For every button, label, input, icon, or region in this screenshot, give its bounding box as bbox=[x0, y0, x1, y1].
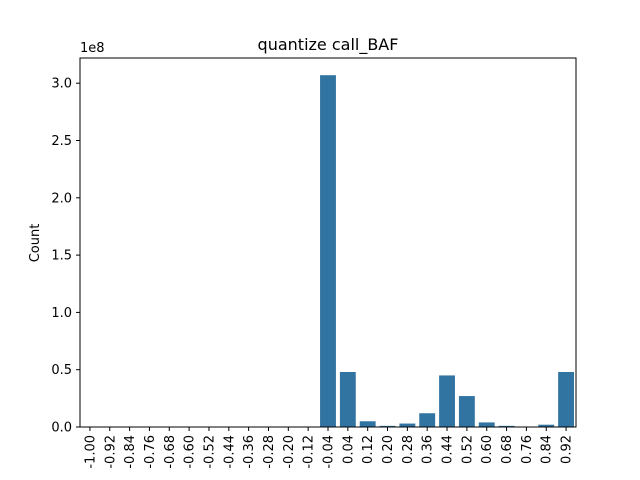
bar bbox=[339, 371, 356, 427]
x-tick-label: 0.04 bbox=[341, 435, 356, 464]
y-tick-label: 2.5 bbox=[51, 134, 72, 149]
x-tick-label: 0.52 bbox=[460, 435, 475, 464]
y-tick-label: 3.0 bbox=[51, 77, 72, 92]
x-tick-label: -0.36 bbox=[242, 435, 257, 469]
x-tick-label: 0.92 bbox=[560, 435, 575, 464]
y-tick-label: 1.0 bbox=[51, 306, 72, 321]
x-tick-label: 0.12 bbox=[361, 435, 376, 464]
y-ticks-group: 0.0 0.5 1.0 1.5 2.0 2.5 3.0 bbox=[51, 77, 80, 436]
x-tick-label: -0.52 bbox=[202, 435, 217, 469]
x-tick-label: 0.20 bbox=[381, 435, 396, 464]
x-tick-label: -0.20 bbox=[282, 435, 297, 469]
bar bbox=[439, 375, 455, 427]
bar bbox=[379, 425, 396, 427]
y-tick-label: 1.5 bbox=[51, 249, 72, 264]
x-tick-label: 0.60 bbox=[480, 435, 495, 464]
bar bbox=[419, 413, 436, 427]
x-tick-label: -0.44 bbox=[222, 435, 237, 469]
y-tick-label: 0.5 bbox=[51, 363, 72, 378]
chart-title: quantize call_BAF bbox=[258, 35, 399, 55]
bar bbox=[320, 75, 336, 427]
bar bbox=[359, 421, 376, 427]
x-tick-label: 0.44 bbox=[441, 435, 456, 464]
bar bbox=[498, 425, 515, 427]
x-tick-label: -0.84 bbox=[123, 435, 138, 469]
x-tick-label: -0.76 bbox=[143, 435, 158, 469]
x-tick-label: -0.28 bbox=[262, 435, 277, 469]
bar bbox=[458, 396, 475, 427]
y-tick-label: 0.0 bbox=[51, 421, 72, 436]
y-tick-label: 2.0 bbox=[51, 191, 72, 206]
plot-frame bbox=[79, 57, 577, 428]
x-ticks-group: -1.00 -0.92 -0.84 -0.76 -0.68 -0.60 -0.52 -0.44… bbox=[83, 427, 575, 469]
bar bbox=[538, 424, 555, 427]
x-tick-label: 0.76 bbox=[520, 435, 535, 464]
x-tick-label: -1.00 bbox=[83, 435, 98, 469]
x-tick-label: -0.68 bbox=[163, 435, 178, 469]
bar bbox=[478, 422, 495, 427]
x-tick-label: -0.92 bbox=[103, 435, 118, 469]
bars-group bbox=[320, 75, 575, 427]
x-tick-label: 0.84 bbox=[540, 435, 555, 464]
y-axis-label: Count bbox=[28, 224, 43, 263]
bar bbox=[399, 423, 416, 427]
y-axis-offset-label: 1e8 bbox=[80, 41, 105, 56]
x-tick-label: 0.36 bbox=[421, 435, 436, 464]
x-tick-label: -0.04 bbox=[322, 435, 337, 469]
x-tick-label: 0.68 bbox=[500, 435, 515, 464]
bar bbox=[558, 371, 575, 427]
x-tick-label: -0.12 bbox=[302, 435, 317, 469]
x-tick-label: 0.28 bbox=[401, 435, 416, 464]
x-tick-label: -0.60 bbox=[183, 435, 198, 469]
